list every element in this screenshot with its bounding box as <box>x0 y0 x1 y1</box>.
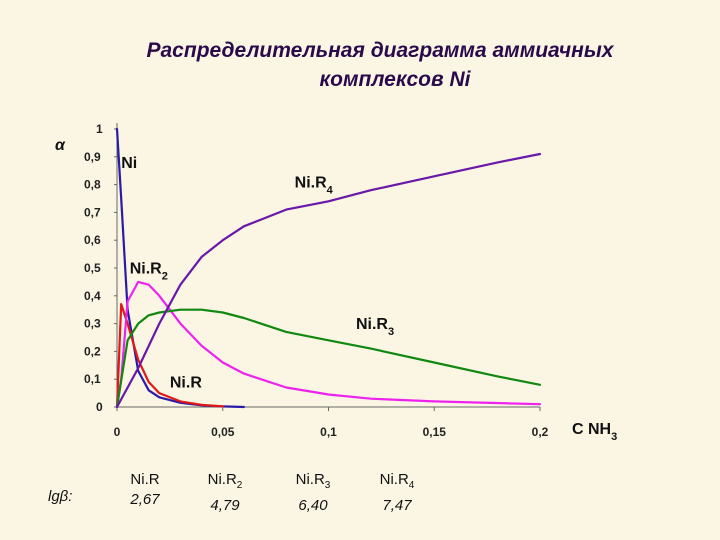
curve-label: Ni.R3 <box>356 316 394 338</box>
y-axis-label: α <box>55 137 66 154</box>
lgb-value: 7,47 <box>382 497 412 514</box>
curve-label: Ni.R4 <box>295 174 334 196</box>
lgb-value: 2,67 <box>130 491 160 508</box>
stability-constant: Ni.R2 4,79 <box>185 470 265 516</box>
x-tick-label: 0,1 <box>320 425 337 439</box>
x-tick-label: 0,05 <box>211 425 235 439</box>
series-line-nir2 <box>115 280 542 409</box>
curve-label: Ni.R <box>170 375 202 392</box>
chart-title-line1: Распределительная диаграмма аммиачных <box>146 39 614 62</box>
lgb-value: 6,40 <box>298 497 328 514</box>
x-tick-label: 0,15 <box>423 425 447 439</box>
y-tick-label: 0,2 <box>84 344 101 358</box>
lgb-value: 4,79 <box>210 497 240 514</box>
y-tick-label: 0 <box>96 400 103 414</box>
complex-name: Ni.R4 <box>379 471 415 491</box>
complex-name: Ni.R3 <box>295 471 331 491</box>
y-tick-label: 0,4 <box>84 289 101 303</box>
y-tick-label: 0,8 <box>84 178 101 192</box>
y-tick-label: 0,1 <box>84 372 101 386</box>
y-tick-label: 0,5 <box>84 261 101 275</box>
y-tick-label: 1 <box>96 122 103 136</box>
lgb-label: lgβ: <box>48 488 73 505</box>
y-tick-label: 0,3 <box>84 317 101 331</box>
chart-title: Распределительная диаграмма аммиачных ко… <box>0 36 720 94</box>
stability-constant: Ni.R 2,67 <box>105 470 185 510</box>
x-tick-label: 0 <box>114 425 121 439</box>
series-line-nir4 <box>115 152 542 409</box>
stability-constant: Ni.R3 6,40 <box>273 470 353 516</box>
x-axis-label: C NH3 <box>572 421 617 443</box>
complex-name: Ni.R2 <box>207 471 243 491</box>
complex-name: Ni.R <box>130 471 160 488</box>
y-tick-label: 0,6 <box>84 233 101 247</box>
x-tick-label: 0,2 <box>532 425 549 439</box>
curve-label: Ni <box>121 155 137 172</box>
curve-label: Ni.R2 <box>130 261 168 283</box>
y-tick-label: 0,9 <box>84 150 101 164</box>
series-line-nir3 <box>115 308 542 409</box>
y-tick-label: 0,7 <box>84 205 101 219</box>
series-line-nir <box>115 303 224 409</box>
chart-title-line2: комплексов Ni <box>319 68 471 91</box>
stability-constant: Ni.R4 7,47 <box>357 470 437 516</box>
